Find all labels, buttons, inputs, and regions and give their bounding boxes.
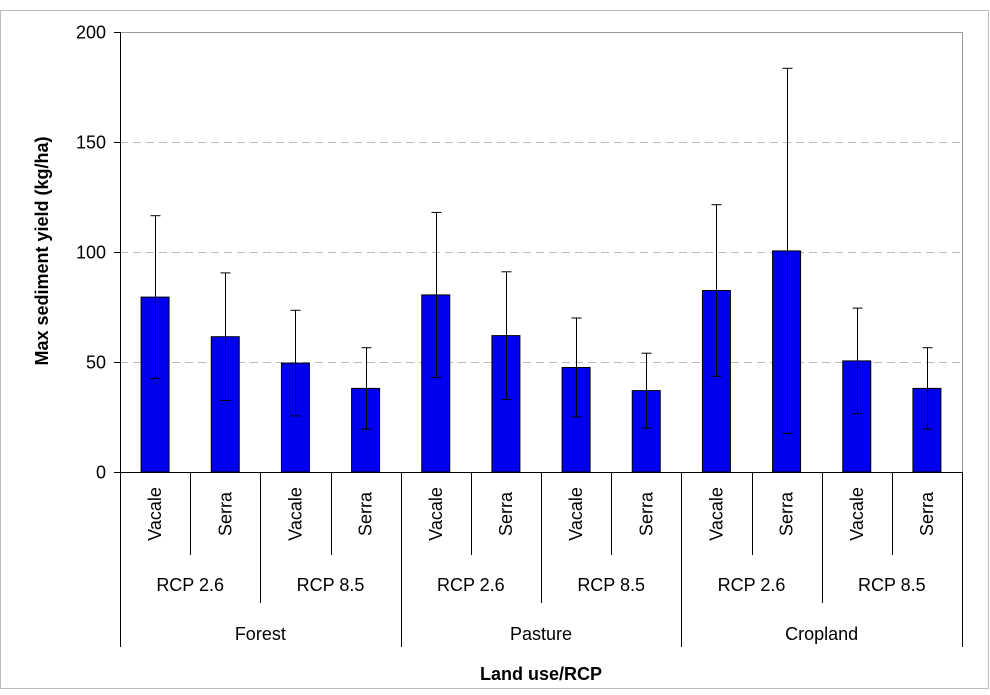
y-tick-label: 0 [96,463,106,483]
rcp-label: RCP 8.5 [297,575,365,595]
land-use-label: Pasture [510,624,572,644]
rcp-label: RCP 8.5 [577,575,645,595]
site-label: Serra [215,491,235,536]
y-tick-label: 150 [76,133,106,153]
rcp-label: RCP 2.6 [718,575,786,595]
site-label: Vacale [285,487,305,541]
y-axis-title: Max sediment yield (kg/ha) [32,136,52,365]
bar [491,335,521,473]
rcp-label: RCP 2.6 [437,575,505,595]
bar [421,294,451,473]
bar [842,360,872,473]
rcp-label: RCP 8.5 [858,575,926,595]
bar [772,250,802,473]
error-bars [150,67,933,434]
bar [351,387,381,473]
land-use-label: Cropland [785,624,858,644]
site-label: Serra [777,491,797,536]
x-axis-title: Land use/RCP [480,664,602,684]
site-label: Vacale [145,487,165,541]
bar [912,387,942,473]
y-tick-label: 100 [76,243,106,263]
site-label: Serra [356,491,376,536]
y-tick-label: 50 [86,353,106,373]
site-label: Serra [496,491,516,536]
site-label: Vacale [566,487,586,541]
category-labels: Vacale Serra RCP 2.6 Vacale Serra RCP 8.5 Fore… [120,472,963,647]
y-tick-label: 200 [76,23,106,43]
bars [140,250,942,473]
site-label: Vacale [426,487,446,541]
grid-lines [120,142,962,363]
rcp-label: RCP 2.6 [156,575,224,595]
site-label: Vacale [706,487,726,541]
site-label: Vacale [847,487,867,541]
site-label: Serra [917,491,937,536]
site-label: Serra [636,491,656,536]
land-use-label: Forest [235,624,286,644]
